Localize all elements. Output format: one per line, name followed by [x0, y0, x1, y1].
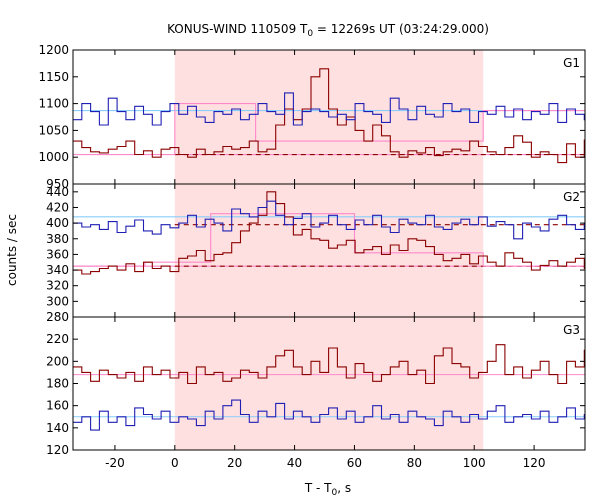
y-tick-label-g2: 360	[46, 247, 69, 261]
panel-g3: 120 140 160 180 200 220 G3	[46, 316, 586, 457]
y-tick-label-g3: 140	[46, 421, 69, 435]
panel-label-g3: G3	[563, 323, 580, 337]
x-tick-label: 80	[407, 456, 422, 470]
y-tick-label-g1: 1150	[38, 70, 69, 84]
y-tick-label-g3: 120	[46, 443, 69, 457]
plot-area: 95010001050110011501200G1280300320340360…	[38, 43, 586, 470]
x-tick-label: 60	[347, 456, 362, 470]
highlight-interval	[174, 50, 484, 450]
y-tick-label-g2: 300	[46, 294, 69, 308]
x-axis-title-sub: 0	[332, 488, 338, 498]
series-g2_soft	[73, 200, 585, 240]
panel-label-g1: G1	[563, 56, 580, 70]
panel-data-g1	[73, 68, 585, 164]
y-tick-label-g1: 1000	[38, 150, 69, 164]
x-tick-label: -20	[105, 456, 125, 470]
y-tick-label-g1: 1200	[38, 43, 69, 57]
series-g3_soft	[73, 399, 585, 431]
y-tick-label-g3: 200	[46, 354, 69, 368]
panel-label-g2: G2	[563, 190, 580, 204]
y-tick-label-g1: 1100	[38, 97, 69, 111]
x-axis-title: T - T0, s	[304, 481, 351, 498]
chart-title-sub: 0	[307, 29, 313, 39]
panel-g1: 950 1000 1050 1100 1150 1200 G1	[38, 43, 586, 191]
y-tick-label-g1: 950	[46, 177, 69, 191]
y-tick-label-g2: 380	[46, 232, 69, 246]
series-g3_hard	[73, 344, 585, 385]
y-tick-label-g2: 420	[46, 200, 69, 214]
x-tick-label: 20	[227, 456, 242, 470]
y-tick-label-g2: 280	[46, 310, 69, 324]
y-tick-label-g2: 440	[46, 185, 69, 199]
x-tick-label: 120	[523, 456, 546, 470]
panel-data-g3	[73, 344, 585, 431]
y-tick-label-g3: 160	[46, 399, 69, 413]
x-axis-title-main: T - T	[304, 481, 332, 495]
chart-title-rest: = 12269s UT (03:24:29.000)	[313, 22, 489, 36]
series-g1_soft	[73, 92, 585, 126]
x-tick-label: 100	[463, 456, 486, 470]
y-tick-label-g2: 320	[46, 279, 69, 293]
series-g2_hard	[73, 191, 585, 275]
chart-title-main: KONUS-WIND 110509 T	[167, 22, 308, 36]
chart-title: KONUS-WIND 110509 T0 = 12269s UT (03:24:…	[167, 22, 489, 39]
y-tick-label-g1: 1050	[38, 123, 69, 137]
panel-data-g2	[73, 191, 585, 275]
y-tick-label-g2: 400	[46, 216, 69, 230]
x-tick-label: 40	[287, 456, 302, 470]
y-tick-label-g2: 340	[46, 263, 69, 277]
x-tick-label: 0	[171, 456, 179, 470]
series-g1_hard	[73, 68, 585, 164]
y-tick-label-g3: 220	[46, 332, 69, 346]
series-g1_soft_rebin	[73, 103, 585, 156]
y-axis-title: counts / sec	[5, 214, 19, 286]
series-g2_soft_rebin	[73, 213, 585, 267]
x-axis-title-rest: , s	[337, 481, 351, 495]
y-tick-label-g3: 180	[46, 377, 69, 391]
